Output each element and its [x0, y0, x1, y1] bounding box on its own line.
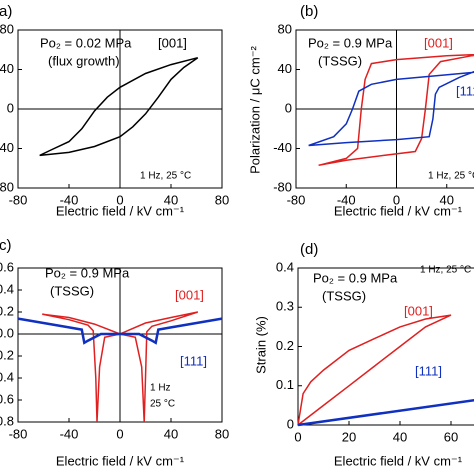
y-tick-label: 40 [278, 61, 292, 76]
x-tick-label: 60 [444, 429, 458, 444]
annotation: 25 °C [150, 399, 175, 410]
x-tick-label: -40 [337, 192, 356, 207]
y-tick-label: 80 [278, 21, 292, 36]
x-axis-title: Electric field / kV cm⁻¹ [56, 203, 185, 218]
x-tick-label: 40 [164, 426, 178, 441]
x-axis-title: Electric field / kV cm⁻¹ [56, 453, 185, 468]
annotation: (TSSG) [322, 288, 366, 303]
x-tick-label: 20 [342, 429, 356, 444]
x-tick-label: -80 [287, 192, 306, 207]
series-label: [111] [415, 363, 442, 378]
y-tick-label: -40 [0, 140, 14, 155]
panel-label: (c) [0, 237, 12, 254]
data-line [297, 398, 474, 427]
x-tick-label: 80 [215, 192, 229, 207]
x-tick-label: 40 [440, 192, 454, 207]
y-tick-label: -0.8 [0, 413, 14, 428]
y-tick-label: 0.4 [276, 259, 294, 274]
annotation: 1 Hz [150, 383, 171, 394]
panel-label: (a) [0, 3, 12, 20]
y-axis-title: Strain (%) [253, 316, 268, 374]
y-axis-title: Polarization / μC cm⁻² [247, 45, 262, 173]
data-line [308, 70, 474, 147]
x-tick-label: -80 [9, 192, 28, 207]
annotation: 1 Hz, 25 °C [420, 265, 471, 276]
y-tick-label: 0 [7, 100, 14, 115]
annotation: Po₂ = 0.9 MPa [45, 265, 130, 280]
annotation: 1 Hz, 25 °C [140, 171, 191, 182]
x-tick-label: 80 [215, 426, 229, 441]
annotation: Po₂ = 0.9 MPa [313, 270, 398, 285]
y-tick-label: -0.2 [0, 347, 14, 362]
y-tick-label: 0.0 [0, 325, 14, 340]
data-line [39, 56, 199, 157]
y-tick-label: 0.1 [276, 377, 294, 392]
data-line [17, 317, 223, 345]
panel: -80 -40 0 40 80 -0.8 -0.6 -0.4 -0.2 0.0 0.2 0.4 0.6 (… [0, 237, 229, 468]
annotation: 1 Hz, 25 °C [428, 171, 474, 182]
x-tick-label: 40 [164, 192, 178, 207]
y-tick-label: 0.2 [0, 303, 14, 318]
x-tick-label: -80 [9, 426, 28, 441]
annotation: (TSSG) [318, 53, 362, 68]
annotation: Po₂ = 0.9 MPa [308, 35, 393, 50]
data-line [297, 314, 452, 426]
annotation: Po₂ = 0.02 MPa [40, 35, 132, 50]
y-tick-label: -0.6 [0, 391, 14, 406]
y-tick-label: -80 [273, 179, 292, 194]
y-tick-label: -40 [273, 140, 292, 155]
panel: 02040608000.10.20.30.4(d)Electric field … [253, 241, 474, 468]
y-tick-label: 0 [285, 100, 292, 115]
x-axis-title: Electric field / kV cm⁻¹ [334, 453, 463, 468]
y-tick-label: 0 [287, 416, 294, 431]
panel-label: (d) [300, 241, 318, 258]
y-tick-label: 80 [0, 21, 14, 36]
annotation: (flux growth) [48, 53, 120, 68]
y-tick-label: 0.6 [0, 259, 14, 274]
x-tick-label: -40 [60, 192, 79, 207]
x-axis-title: Electric field / kV cm⁻¹ [334, 203, 463, 218]
series-label: [111] [180, 353, 207, 368]
data-line [42, 311, 199, 423]
y-tick-label: 0.3 [276, 299, 294, 314]
series-label: [001] [175, 287, 204, 302]
x-tick-label: 40 [393, 429, 407, 444]
x-tick-label: 0 [294, 429, 301, 444]
series-label: [001] [404, 303, 433, 318]
y-tick-label: 0.4 [0, 281, 14, 296]
annotation: (TSSG) [50, 283, 94, 298]
x-tick-label: 0 [116, 192, 123, 207]
data-line [318, 53, 474, 167]
series-label: [111] [456, 83, 474, 98]
x-tick-label: -40 [60, 426, 79, 441]
y-tick-label: -80 [0, 179, 14, 194]
panel-label: (b) [300, 3, 318, 20]
x-tick-label: 0 [116, 426, 123, 441]
x-tick-label: 0 [393, 192, 400, 207]
y-tick-label: -0.4 [0, 369, 14, 384]
series-label: [001] [158, 35, 187, 50]
y-tick-label: 0.2 [276, 338, 294, 353]
series-label: [001] [424, 35, 453, 50]
y-tick-label: 40 [0, 61, 14, 76]
